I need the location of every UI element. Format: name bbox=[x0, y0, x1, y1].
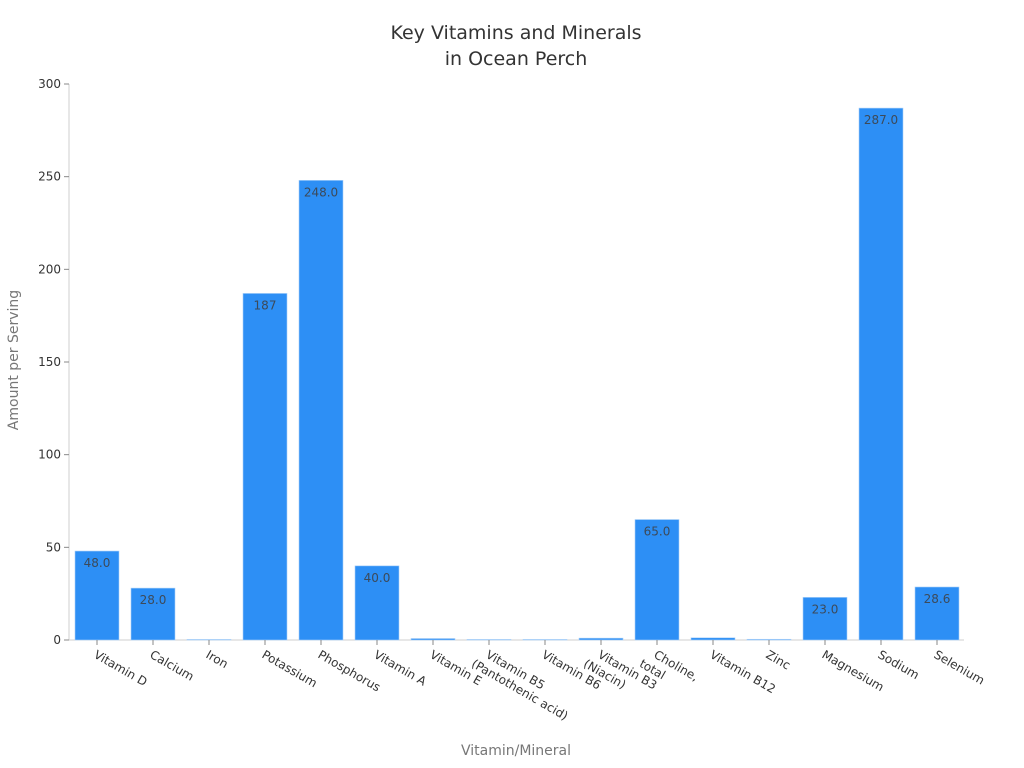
x-tick-label: Calcium bbox=[148, 647, 197, 683]
bar-value-label: 187 bbox=[254, 298, 277, 312]
y-axis-title: Amount per Serving bbox=[6, 290, 22, 430]
bar-value-label: 48.0 bbox=[84, 556, 111, 570]
chart-title: Key Vitamins and Minerals in Ocean Perch bbox=[0, 20, 1024, 72]
y-tick-label: 150 bbox=[38, 355, 61, 369]
bar bbox=[242, 293, 288, 641]
bar-value-label: 40.0 bbox=[364, 571, 391, 585]
bar-value-label: 65.0 bbox=[644, 525, 671, 539]
bar bbox=[74, 550, 120, 641]
bar bbox=[914, 586, 960, 641]
y-tick-label: 0 bbox=[53, 633, 61, 647]
x-tick-label: Magnesium bbox=[820, 647, 887, 694]
bar bbox=[746, 638, 792, 641]
x-tick-label: Potassium bbox=[260, 647, 320, 690]
bar bbox=[690, 637, 736, 641]
bar bbox=[466, 639, 512, 641]
bar bbox=[522, 639, 568, 641]
x-tick-label: Sodium bbox=[876, 647, 922, 682]
y-tick-label: 100 bbox=[38, 448, 61, 462]
bar bbox=[858, 107, 904, 641]
x-tick-label: Phosphorus bbox=[316, 647, 383, 694]
bar-value-label: 23.0 bbox=[812, 602, 839, 616]
bar bbox=[634, 519, 680, 641]
x-tick-label: Iron bbox=[204, 647, 231, 671]
chart-title-line-2: in Ocean Perch bbox=[444, 48, 588, 70]
bar-value-label: 287.0 bbox=[864, 113, 898, 127]
bar bbox=[298, 180, 344, 641]
y-tick-label: 50 bbox=[46, 540, 61, 554]
y-tick-label: 250 bbox=[38, 170, 61, 184]
y-tick-label: 200 bbox=[38, 262, 61, 276]
x-tick-label: Zinc bbox=[764, 647, 793, 672]
bar-value-label: 28.0 bbox=[140, 593, 167, 607]
bar bbox=[186, 639, 232, 641]
y-tick-label: 300 bbox=[38, 77, 61, 91]
x-axis-title: Vitamin/Mineral bbox=[461, 743, 571, 759]
chart-title-line-1: Key Vitamins and Minerals bbox=[390, 22, 642, 44]
bar-value-label: 28.6 bbox=[924, 592, 951, 606]
bar bbox=[578, 637, 624, 641]
x-tick-label: Vitamin D bbox=[92, 647, 150, 689]
bar-value-label: 248.0 bbox=[304, 185, 338, 199]
bar bbox=[410, 638, 456, 641]
x-tick-label: Selenium bbox=[932, 647, 987, 687]
